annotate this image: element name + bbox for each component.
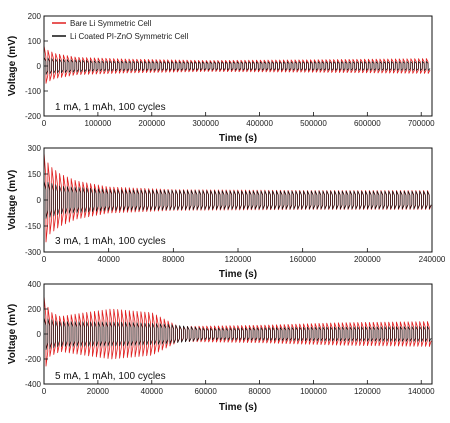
x-tick-label: 240000 — [419, 255, 446, 264]
panel-3: 0 20000 40000 60000 80000 100000 120000 140000 -… — [7, 280, 435, 413]
panel-1-annotation: 1 mA, 1 mAh, 100 cycles — [55, 102, 166, 113]
x-tick-label: 100000 — [300, 387, 327, 396]
legend: Bare Li Symmetric Cell Li Coated PI-ZnO … — [52, 19, 188, 41]
y-tick-label: 100 — [28, 37, 42, 46]
panel-3-ylabel: Voltage (mV) — [7, 304, 18, 364]
x-tick-label: 40000 — [141, 387, 164, 396]
panel-2-ticks: 0 40000 80000 120000 160000 200000 240000 -300 -… — [25, 144, 446, 264]
x-tick-label: 200000 — [138, 119, 165, 128]
y-tick-label: 200 — [28, 12, 42, 21]
x-tick-label: 500000 — [300, 119, 327, 128]
y-tick-label: -300 — [25, 248, 42, 257]
y-tick-label: 0 — [37, 330, 42, 339]
y-tick-label: -150 — [25, 222, 42, 231]
x-tick-label: 20000 — [87, 387, 110, 396]
panel-1-ylabel: Voltage (mV) — [7, 36, 18, 96]
panel-3-traces — [43, 296, 432, 367]
y-tick-label: -400 — [25, 380, 42, 389]
x-tick-label: 600000 — [354, 119, 381, 128]
series-line-coated — [43, 180, 432, 219]
panel-3-xlabel: Time (s) — [219, 402, 257, 413]
x-tick-label: 100000 — [85, 119, 112, 128]
x-tick-label: 0 — [42, 255, 47, 264]
panel-2-ylabel: Voltage (mV) — [7, 170, 18, 230]
y-tick-label: 400 — [28, 280, 42, 289]
panel-3-annotation: 5 mA, 1 mAh, 100 cycles — [55, 371, 166, 382]
x-tick-label: 0 — [42, 119, 47, 128]
x-tick-label: 80000 — [162, 255, 185, 264]
x-tick-label: 300000 — [192, 119, 219, 128]
y-tick-label: 0 — [37, 62, 42, 71]
panel-1: 0 100000 200000 300000 400000 500000 600000 700… — [7, 12, 435, 144]
x-tick-label: 160000 — [289, 255, 316, 264]
x-tick-label: 80000 — [248, 387, 271, 396]
y-tick-label: -200 — [25, 355, 42, 364]
y-tick-label: 0 — [37, 196, 42, 205]
panel-2-xlabel: Time (s) — [219, 269, 257, 280]
panel-3-ticks: 0 20000 40000 60000 80000 100000 120000 140000 -… — [25, 280, 435, 396]
x-tick-label: 200000 — [354, 255, 381, 264]
x-tick-label: 40000 — [98, 255, 121, 264]
panel-1-traces — [43, 45, 431, 84]
panel-1-ticks: 0 100000 200000 300000 400000 500000 600000 700… — [25, 12, 435, 128]
x-tick-label: 120000 — [225, 255, 252, 264]
series-line-coated — [43, 317, 432, 351]
x-tick-label: 120000 — [354, 387, 381, 396]
x-tick-label: 400000 — [246, 119, 273, 128]
series-line-coated — [43, 56, 431, 75]
legend-bare-label: Bare Li Symmetric Cell — [70, 19, 152, 28]
panel-1-xlabel: Time (s) — [219, 133, 257, 144]
y-tick-label: -200 — [25, 112, 42, 121]
x-tick-label: 60000 — [195, 387, 218, 396]
y-tick-label: 200 — [28, 305, 42, 314]
x-tick-label: 700000 — [408, 119, 435, 128]
y-tick-label: 300 — [28, 144, 42, 153]
x-tick-label: 0 — [42, 387, 47, 396]
y-tick-label: 150 — [28, 170, 42, 179]
legend-coated-label: Li Coated PI-ZnO Symmetric Cell — [70, 32, 188, 41]
x-tick-label: 140000 — [408, 387, 435, 396]
y-tick-label: -100 — [25, 87, 42, 96]
panel-2: 0 40000 80000 120000 160000 200000 240000 -300 -… — [7, 144, 446, 280]
panel-2-annotation: 3 mA, 1 mAh, 100 cycles — [55, 236, 166, 247]
panel-2-traces — [43, 152, 432, 243]
